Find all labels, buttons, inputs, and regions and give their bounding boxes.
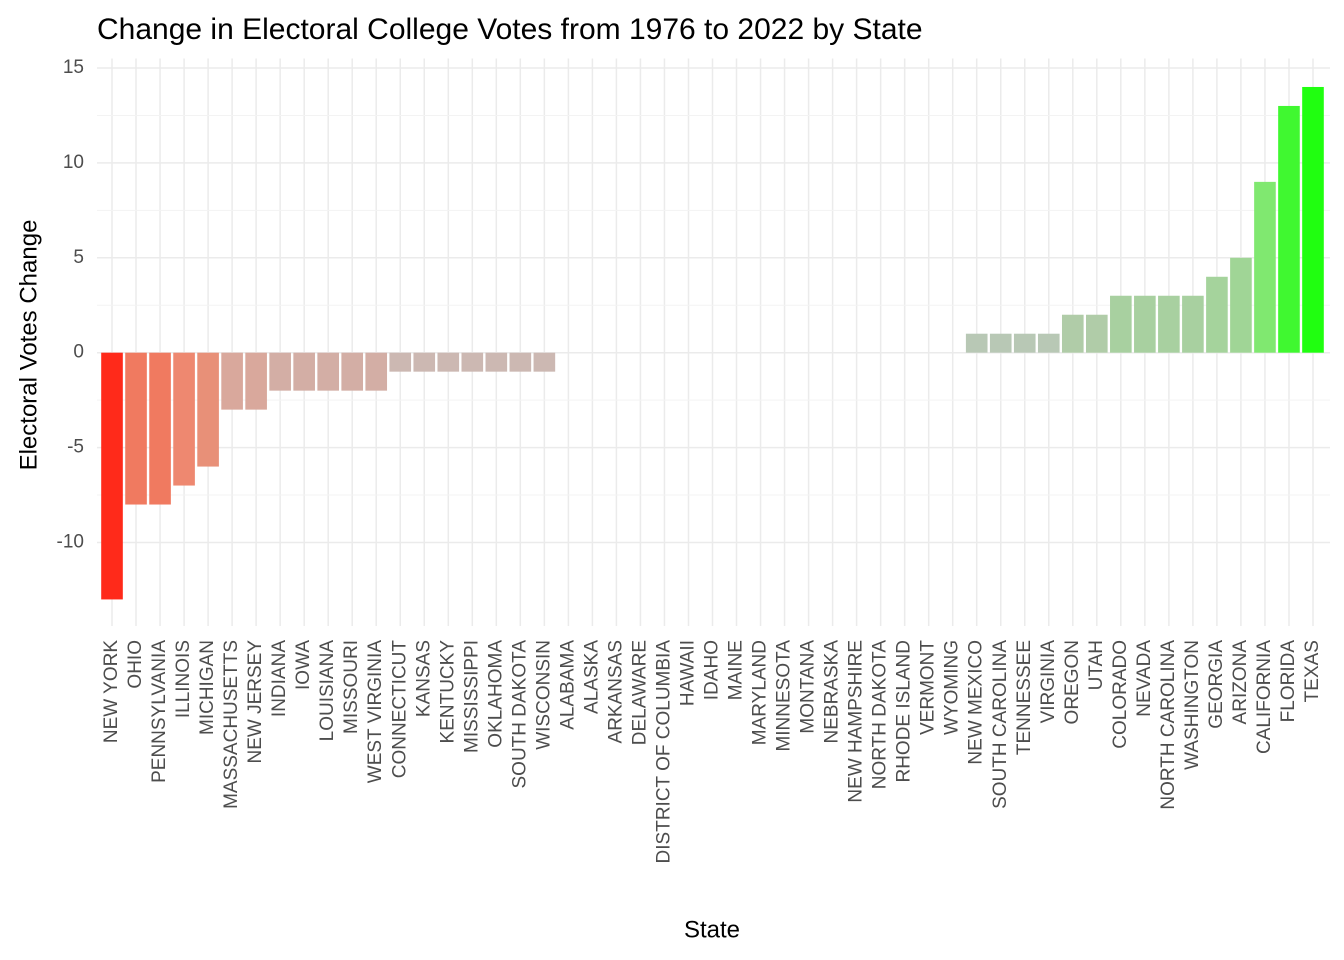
bar bbox=[197, 352, 219, 467]
x-tick-label: NEBRASKA bbox=[822, 640, 843, 744]
x-tick-label: MISSOURI bbox=[341, 640, 362, 734]
bar bbox=[1086, 314, 1108, 353]
x-tick-label: MARYLAND bbox=[750, 640, 771, 745]
bar bbox=[1134, 295, 1156, 353]
y-axis-title: Electoral Votes Change bbox=[15, 220, 42, 471]
bar bbox=[461, 352, 484, 372]
x-tick-label: IOWA bbox=[293, 640, 314, 690]
bar bbox=[293, 352, 315, 391]
x-tick-label: DISTRICT OF COLUMBIA bbox=[653, 640, 674, 864]
y-tick-label: -10 bbox=[57, 532, 84, 553]
x-tick-label: NEW JERSEY bbox=[245, 640, 266, 764]
bar bbox=[485, 352, 508, 372]
bar bbox=[365, 352, 388, 391]
x-tick-label: WEST VIRGINIA bbox=[365, 640, 386, 784]
x-tick-label: RHODE ISLAND bbox=[894, 640, 915, 783]
x-tick-label: LOUISIANA bbox=[317, 640, 338, 742]
x-tick-label: VIRGINIA bbox=[1038, 640, 1059, 724]
bar bbox=[1230, 257, 1252, 353]
x-tick-label: CALIFORNIA bbox=[1254, 640, 1275, 754]
x-tick-label: NORTH CAROLINA bbox=[1158, 640, 1179, 810]
y-tick-label: 5 bbox=[73, 247, 84, 268]
x-tick-label: SOUTH CAROLINA bbox=[990, 640, 1011, 809]
bar bbox=[1061, 314, 1084, 353]
x-tick-label: FLORIDA bbox=[1278, 640, 1299, 723]
x-tick-label: TEXAS bbox=[1302, 640, 1323, 702]
bar bbox=[341, 352, 364, 391]
bar bbox=[1013, 333, 1036, 353]
y-tick-label: 0 bbox=[73, 342, 84, 363]
bar bbox=[1206, 276, 1228, 353]
x-tick-label: UTAH bbox=[1086, 640, 1107, 690]
x-tick-label: IDAHO bbox=[702, 640, 723, 700]
bar bbox=[1302, 86, 1324, 353]
x-tick-label: VERMONT bbox=[918, 640, 939, 735]
x-tick-label: KENTUCKY bbox=[437, 640, 458, 744]
x-tick-label: MASSACHUSETTS bbox=[221, 640, 242, 809]
y-tick-label: -5 bbox=[67, 437, 84, 458]
bar bbox=[173, 352, 195, 486]
x-tick-label: MISSISSIPPI bbox=[461, 640, 482, 753]
bar bbox=[965, 333, 988, 353]
x-tick-label: MONTANA bbox=[798, 640, 819, 734]
bar bbox=[1110, 295, 1132, 353]
y-tick-label: 15 bbox=[63, 57, 84, 78]
x-tick-label: WYOMING bbox=[942, 640, 963, 735]
x-tick-label: INDIANA bbox=[269, 640, 290, 717]
x-tick-label: COLORADO bbox=[1110, 640, 1131, 749]
x-tick-label: NEW MEXICO bbox=[966, 640, 987, 765]
x-tick-label: HAWAII bbox=[677, 640, 698, 706]
x-tick-label: SOUTH DAKOTA bbox=[509, 640, 530, 789]
x-tick-label: GEORGIA bbox=[1206, 640, 1227, 729]
bar bbox=[149, 352, 171, 505]
bar bbox=[989, 333, 1012, 353]
bar bbox=[1254, 181, 1276, 353]
x-tick-label: NEW HAMPSHIRE bbox=[846, 640, 867, 803]
x-axis-title: State bbox=[684, 916, 740, 943]
bar bbox=[101, 352, 123, 600]
bar bbox=[1278, 105, 1300, 353]
x-tick-label: ALABAMA bbox=[557, 640, 578, 730]
bar bbox=[269, 352, 291, 391]
x-tick-label: WISCONSIN bbox=[533, 640, 554, 750]
x-tick-label: NORTH DAKOTA bbox=[870, 640, 891, 790]
x-tick-label: DELAWARE bbox=[629, 640, 650, 745]
bar bbox=[1182, 295, 1204, 353]
bar bbox=[245, 352, 267, 410]
x-tick-label: NEW YORK bbox=[101, 640, 122, 743]
x-tick-label: PENNSYLVANIA bbox=[149, 640, 170, 783]
x-tick-label: OKLAHOMA bbox=[485, 640, 506, 748]
x-tick-label: ILLINOIS bbox=[173, 640, 194, 718]
bar bbox=[437, 352, 460, 372]
x-tick-label: MINNESOTA bbox=[774, 640, 795, 752]
bar bbox=[1158, 295, 1180, 353]
bar bbox=[413, 352, 436, 372]
bar bbox=[509, 352, 532, 372]
bar bbox=[389, 352, 412, 372]
x-tick-label: WASHINGTON bbox=[1182, 640, 1203, 770]
chart-title: Change in Electoral College Votes from 1… bbox=[97, 13, 923, 46]
x-tick-label: ARKANSAS bbox=[605, 640, 626, 743]
x-tick-label: OHIO bbox=[125, 640, 146, 689]
bar bbox=[221, 352, 243, 410]
bar bbox=[533, 352, 556, 372]
x-tick-label: ARIZONA bbox=[1230, 640, 1251, 725]
x-tick-label: MAINE bbox=[726, 640, 747, 700]
x-tick-label: MICHIGAN bbox=[197, 640, 218, 735]
bar bbox=[317, 352, 339, 391]
bar bbox=[125, 352, 147, 505]
x-tick-label: OREGON bbox=[1062, 640, 1083, 724]
x-tick-label: TENNESSEE bbox=[1014, 640, 1035, 755]
x-tick-label: NEVADA bbox=[1134, 640, 1155, 717]
x-tick-label: KANSAS bbox=[413, 640, 434, 717]
bar bbox=[1037, 333, 1060, 353]
x-tick-label: CONNECTICUT bbox=[389, 640, 410, 779]
x-tick-label: ALASKA bbox=[581, 640, 602, 714]
y-tick-label: 10 bbox=[63, 152, 84, 173]
